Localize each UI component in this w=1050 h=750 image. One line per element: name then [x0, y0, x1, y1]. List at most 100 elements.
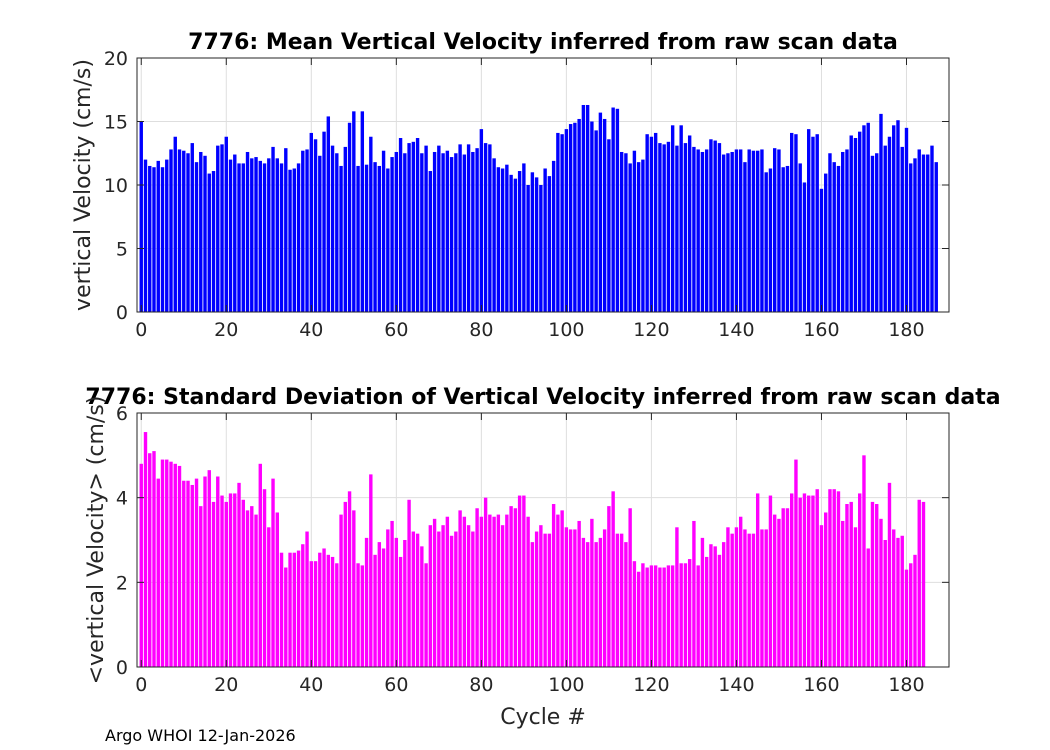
bar [386, 529, 390, 667]
bar [768, 168, 773, 312]
bar [377, 165, 382, 312]
bar [326, 554, 331, 667]
bar [887, 482, 892, 667]
std-velocity-axes-box [136, 412, 950, 668]
bar [641, 159, 645, 312]
bar [160, 167, 165, 312]
bar [233, 493, 237, 667]
bar [704, 149, 709, 312]
bar [598, 112, 603, 312]
bar [454, 531, 458, 667]
bar [279, 163, 284, 312]
bar [224, 501, 228, 667]
bar [199, 506, 203, 667]
bar [875, 504, 879, 667]
bar [607, 139, 611, 312]
bar [267, 527, 271, 667]
bar [479, 129, 484, 312]
bar [143, 432, 148, 667]
bar [220, 144, 224, 312]
bar [216, 145, 220, 312]
bar [262, 489, 267, 667]
bar [394, 537, 399, 667]
bar [534, 177, 539, 312]
bar [649, 565, 654, 667]
bar [896, 120, 900, 312]
bar [751, 533, 756, 667]
bar [458, 144, 462, 312]
y-tick-label: 4 [116, 488, 128, 510]
bar [726, 153, 730, 312]
bar [449, 535, 454, 667]
bar [381, 548, 386, 667]
bar [284, 567, 288, 667]
bar [832, 162, 836, 312]
bar [530, 542, 535, 667]
bar [849, 501, 853, 667]
bar [475, 508, 479, 667]
bar [802, 493, 807, 667]
bar [743, 162, 747, 312]
x-tick-label: 0 [135, 319, 147, 341]
bar [292, 552, 296, 667]
bar [675, 145, 679, 312]
bar [466, 525, 471, 667]
bar [636, 571, 641, 667]
bar [845, 504, 849, 667]
bar [522, 495, 526, 667]
bar [534, 531, 539, 667]
bar [632, 561, 637, 667]
bar [471, 151, 475, 312]
bar [441, 525, 445, 667]
bar [836, 491, 841, 667]
bar [479, 516, 484, 667]
bar [768, 495, 773, 667]
bar [887, 136, 892, 312]
bar [224, 136, 228, 312]
bar [904, 569, 909, 667]
bar [602, 529, 607, 667]
bar [917, 149, 921, 312]
bar [165, 159, 169, 312]
bar [658, 567, 662, 667]
bar [250, 158, 254, 312]
bar [726, 527, 730, 667]
bar [721, 154, 726, 312]
bar [407, 499, 411, 667]
bar [377, 542, 382, 667]
bar [160, 459, 165, 667]
bar [271, 146, 275, 312]
bar [815, 134, 819, 312]
bar [369, 136, 373, 312]
bar [641, 563, 645, 667]
bar [411, 531, 416, 667]
std-velocity-xlabel: Cycle # [500, 705, 586, 730]
bar [615, 108, 620, 312]
x-tick-label: 180 [888, 674, 924, 696]
std-velocity-bars [139, 432, 926, 667]
bar [369, 474, 373, 667]
bar [139, 121, 143, 312]
bar [424, 145, 428, 312]
bar [373, 162, 377, 312]
x-tick-label: 160 [803, 319, 839, 341]
bar [649, 136, 654, 312]
bar [624, 542, 628, 667]
bar [751, 150, 756, 312]
bar [683, 563, 688, 667]
bar [398, 556, 403, 667]
bar [785, 165, 790, 312]
bar [824, 512, 828, 667]
bar [607, 506, 611, 667]
bar [241, 163, 245, 312]
bar [462, 154, 467, 312]
bar [169, 149, 173, 312]
bar [539, 185, 543, 312]
bar [309, 561, 313, 667]
bar [670, 125, 675, 312]
bar [296, 163, 301, 312]
bar [802, 182, 807, 312]
bar [386, 168, 390, 312]
x-tick-label: 60 [384, 319, 408, 341]
